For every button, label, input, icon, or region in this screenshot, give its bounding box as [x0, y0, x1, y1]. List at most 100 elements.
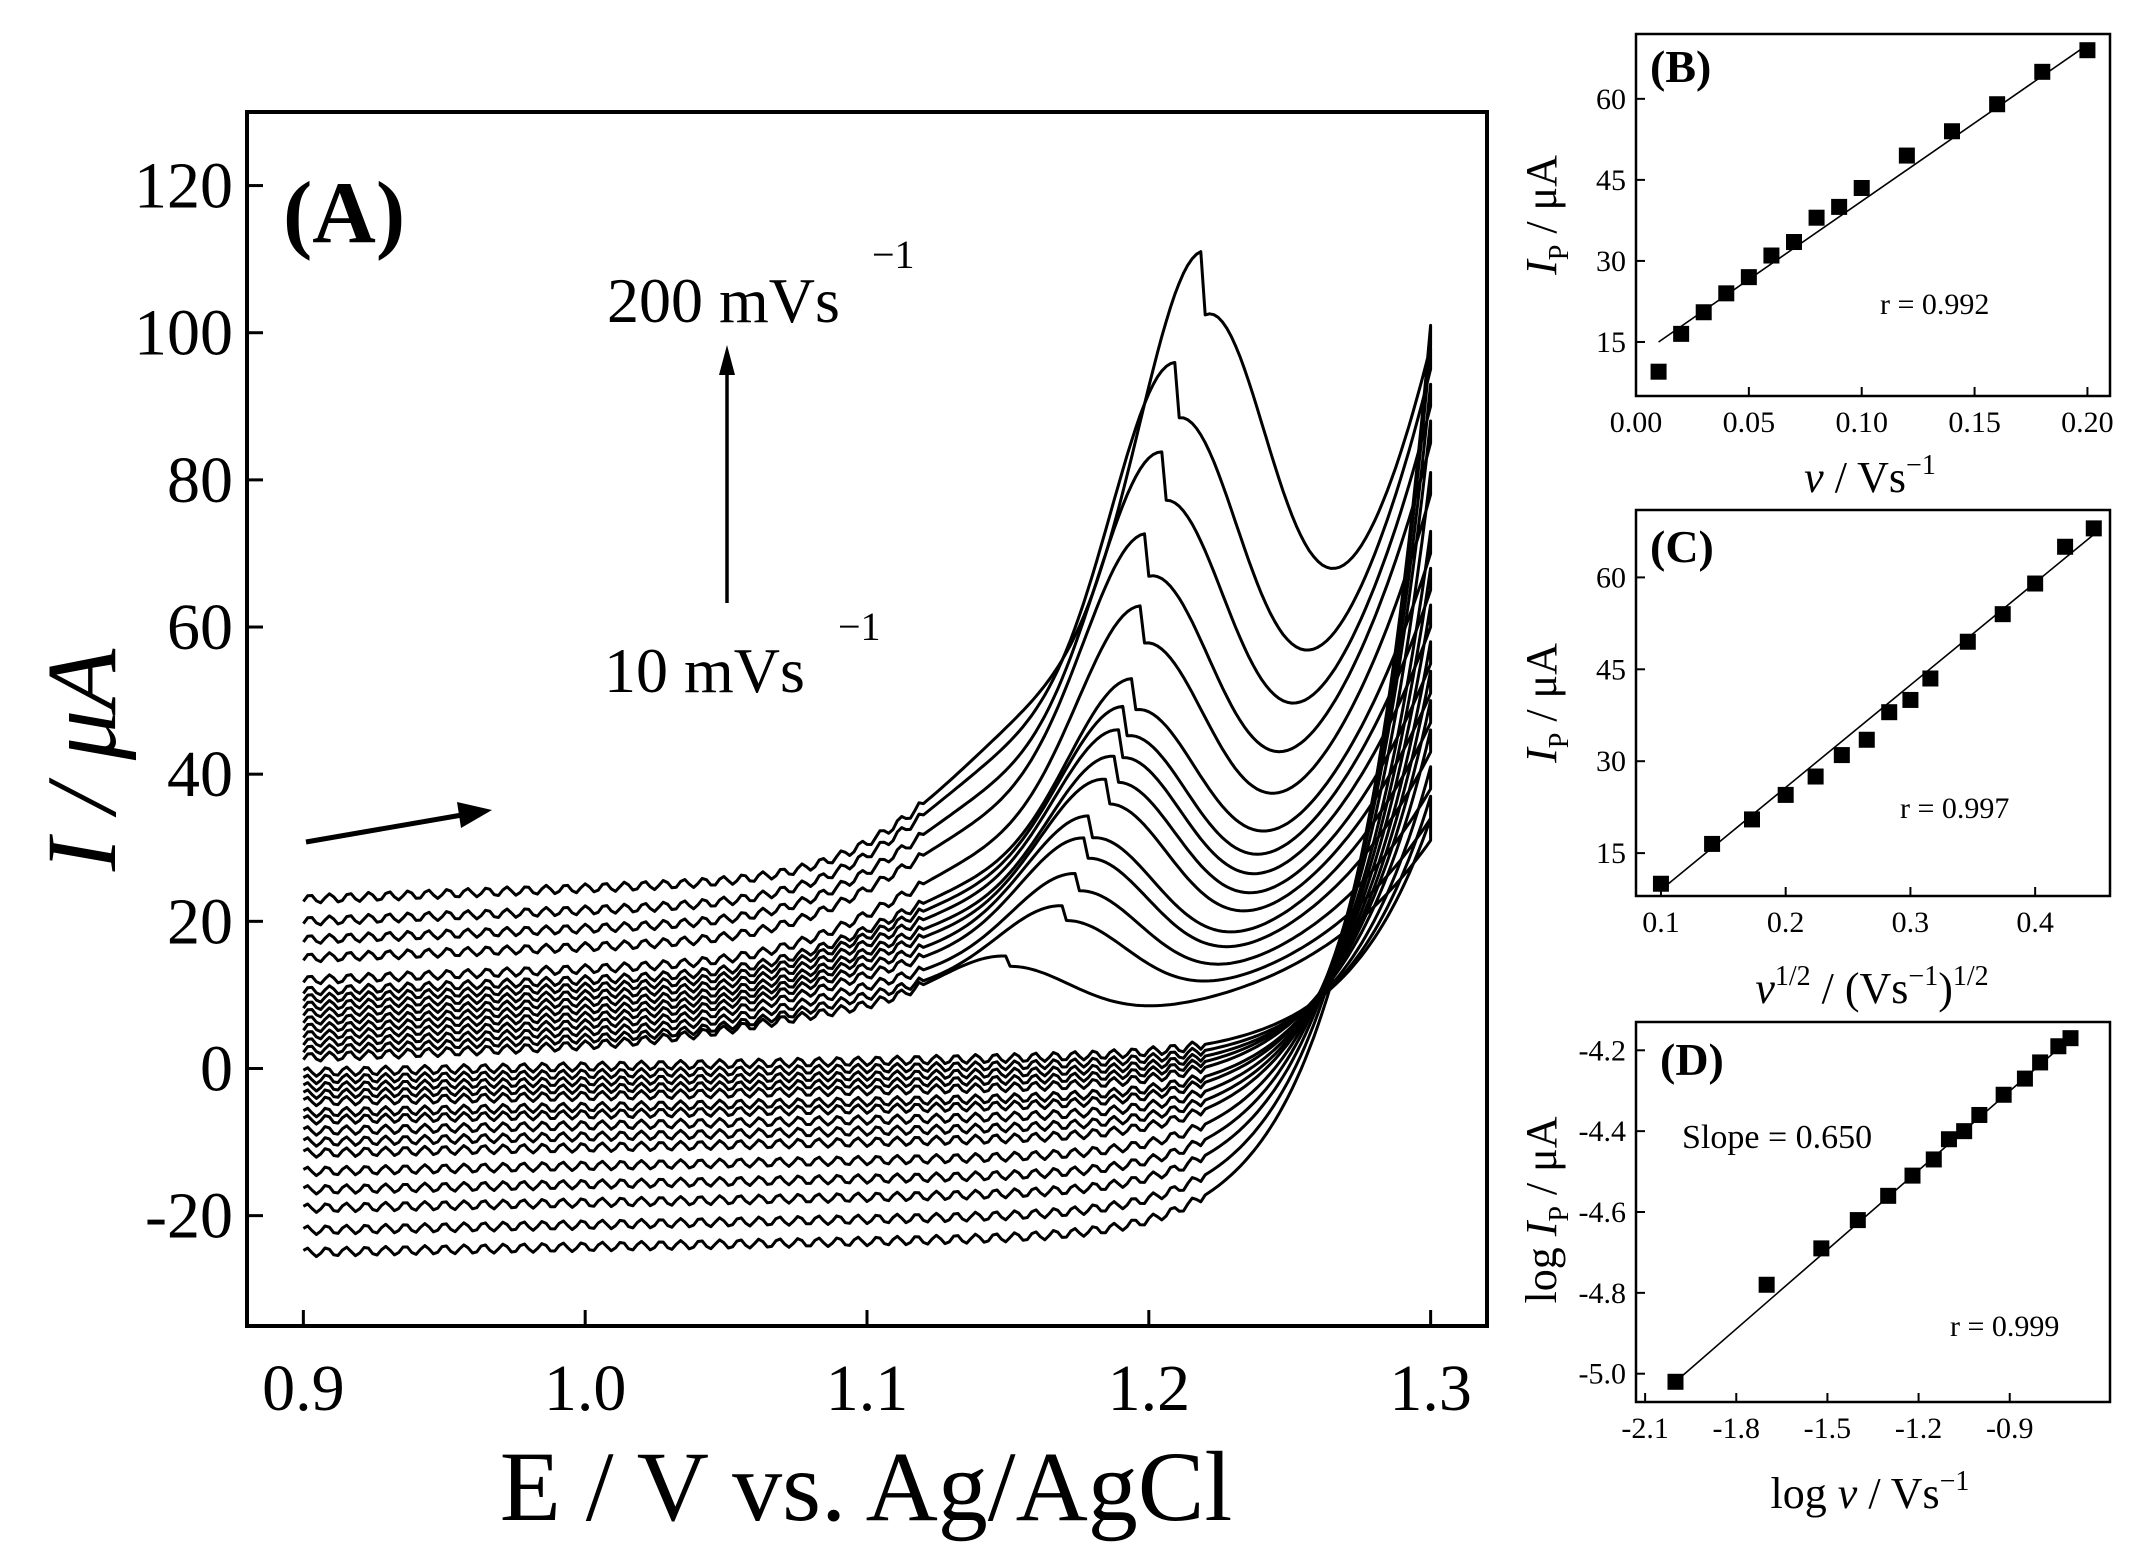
panel-d-xlabel-exp: −1	[1940, 1466, 1970, 1497]
panel-b-xtick-label: 0.05	[1723, 406, 1776, 439]
panel-c-xlabel-var: v	[1755, 964, 1775, 1013]
panel-c-ytick-label: 30	[1596, 745, 1626, 778]
panel-c-letter: (C)	[1650, 521, 1714, 572]
panel-b-data-point	[1808, 209, 1825, 226]
panel-d-xlabel-var: v	[1838, 1469, 1858, 1518]
svg-text:log IP / μA: log IP / μA	[1517, 1116, 1575, 1303]
panel-b-ytick-label: 15	[1596, 326, 1626, 359]
panel-d-ylabel-var: I	[1517, 1219, 1566, 1237]
panel-b-data-point	[1718, 285, 1735, 302]
panel-c-data-point	[1807, 768, 1824, 785]
panel-c-data-point	[2057, 538, 2074, 555]
cv-curve-40-mVs	[302, 728, 1433, 1100]
panel-d-xlabel-unit: / Vs	[1857, 1469, 1939, 1518]
panel-c-data-point	[1833, 747, 1850, 764]
panel-c-fit-line	[1660, 533, 2095, 891]
panel-a-ytick-label: 0	[200, 1032, 233, 1105]
panel-b-xlabel-var: v	[1804, 453, 1824, 502]
cv-curve-120-mVs	[302, 471, 1433, 1178]
panel-c: 0.1 0.2 0.3 0.4 15 30 45 60 (C) r = 0.997 v1/2 …	[1517, 508, 2112, 1013]
panel-d-ylabel-sub: P	[1544, 1206, 1575, 1222]
panel-a-ytick-label: 100	[134, 297, 233, 370]
panel-a: 0.9 1.0 1.1 1.2 1.3 -20 0 20 40 60 80 100 120 (A) 20…	[26, 110, 1489, 1542]
cv-curve-70-mVs	[302, 640, 1433, 1126]
panel-b-data-point	[1944, 123, 1960, 140]
panel-b-data-point	[1853, 179, 1870, 196]
scan-rate-arrowhead	[719, 345, 735, 375]
cv-curve-140-mVs	[302, 419, 1433, 1196]
panel-c-data-point	[1902, 691, 1919, 708]
cv-curve-160-mVs	[302, 382, 1433, 1214]
panel-c-data-point	[1881, 704, 1898, 721]
panel-d-xtick-label: -2.1	[1621, 1412, 1669, 1445]
cv-curve-20-mVs	[302, 794, 1433, 1086]
panel-d-data-point	[2032, 1054, 2049, 1071]
panel-c-data-point	[1744, 811, 1761, 828]
panel-d-data-point	[1956, 1123, 1973, 1140]
panel-a-xtick-label: 1.2	[1108, 1352, 1191, 1425]
panel-d-xtick-label: -1.5	[1804, 1412, 1852, 1445]
panel-d-ylabel: log IP / μA	[1517, 1116, 1575, 1303]
panel-c-data-point	[1858, 731, 1875, 748]
cv-curve-10-mVs	[302, 816, 1433, 1078]
panel-b-data-point	[1989, 96, 2006, 113]
panel-d-data-point	[1995, 1086, 2012, 1103]
panel-a-ylabel: I / μA	[26, 648, 137, 872]
cv-curve-80-mVs	[302, 603, 1433, 1137]
panel-d-xlabel-pre: log	[1771, 1469, 1838, 1518]
panel-d-ylabel-pre: log	[1517, 1236, 1566, 1303]
panel-b-data-point	[1695, 304, 1712, 321]
scan-direction-arrowhead	[457, 802, 492, 828]
scan-direction-arrow-shaft	[305, 812, 463, 845]
panel-a-curves	[302, 250, 1433, 1259]
panel-b-xlabel: v / Vs−1	[1804, 450, 1936, 502]
panel-b-data-point	[1898, 147, 1915, 164]
panel-b-r-value: r = 0.992	[1880, 288, 1989, 321]
panel-d-ytick-label: -5.0	[1579, 1358, 1627, 1391]
panel-d-data-point	[2050, 1038, 2067, 1055]
cv-curve-50-mVs	[302, 699, 1433, 1108]
panel-a-xtick-label: 0.9	[262, 1352, 345, 1425]
panel-c-xlabel-sup2: 1/2	[1953, 961, 1989, 992]
panel-d-data-point	[1971, 1106, 1988, 1123]
annotation-bottom-exponent: −1	[838, 604, 881, 649]
panel-d-data-point	[1904, 1167, 1921, 1184]
annotation-top-exponent: −1	[872, 232, 915, 277]
panel-d-xlabel: log v / Vs−1	[1771, 1466, 1970, 1518]
panel-b-data-point	[1650, 363, 1667, 380]
svg-text:I / μA: I / μA	[26, 648, 137, 872]
panel-b-ytick-label: 30	[1596, 245, 1626, 278]
panel-c-xtick-label: 0.1	[1642, 906, 1680, 939]
panel-c-xtick-label: 0.3	[1892, 906, 1930, 939]
panel-c-xtick-label: 0.2	[1767, 906, 1805, 939]
cv-curve-100-mVs	[302, 529, 1433, 1159]
panel-a-xtick-label: 1.3	[1389, 1352, 1472, 1425]
panel-d-letter: (D)	[1660, 1034, 1724, 1085]
panel-a-ytick-label: -20	[145, 1180, 233, 1253]
panel-d-slope: Slope = 0.650	[1682, 1119, 1872, 1156]
panel-d-r-value: r = 0.999	[1950, 1310, 2059, 1343]
panel-c-xlabel-close: )	[1938, 964, 1953, 1013]
panel-d-data-point	[1849, 1212, 1866, 1229]
panel-c-data-point	[2027, 575, 2044, 592]
panel-b-frame	[1634, 32, 2112, 398]
panel-b-ytick-label: 60	[1596, 83, 1626, 116]
panel-b-ylabel-sub: P	[1544, 245, 1575, 261]
panel-d-ytick-label: -4.6	[1579, 1196, 1627, 1229]
annotation-top-rate: 200 mVs	[607, 265, 840, 336]
panel-d-ytick-label: -4.8	[1579, 1277, 1627, 1310]
panel-d-plot: -2.1 -1.8 -1.5 -1.2 -0.9 -5.0 -4.8 -4.6 -4.4 -4.2	[1579, 1030, 2079, 1445]
panel-b-xlabel-unit: / Vs	[1824, 453, 1906, 502]
panel-c-ytick-label: 15	[1596, 837, 1626, 870]
panel-c-data-point	[1959, 633, 1976, 650]
cv-curve-60-mVs	[302, 669, 1433, 1119]
panel-d-data-point	[1667, 1373, 1684, 1390]
panel-a-ticks: 0.9 1.0 1.1 1.2 1.3 -20 0 20 40 60 80 100 120	[134, 150, 1472, 1425]
panel-d-ytick-label: -4.2	[1579, 1034, 1627, 1067]
panel-d-ylabel-unit: / μA	[1517, 1116, 1566, 1206]
panel-b-ylabel-unit: / μA	[1517, 155, 1566, 245]
panel-d-ytick-label: -4.4	[1579, 1115, 1627, 1148]
panel-b-data-point	[1673, 325, 1690, 342]
panel-c-xlabel-exp: −1	[1908, 961, 1938, 992]
panel-a-xtick-label: 1.0	[544, 1352, 627, 1425]
